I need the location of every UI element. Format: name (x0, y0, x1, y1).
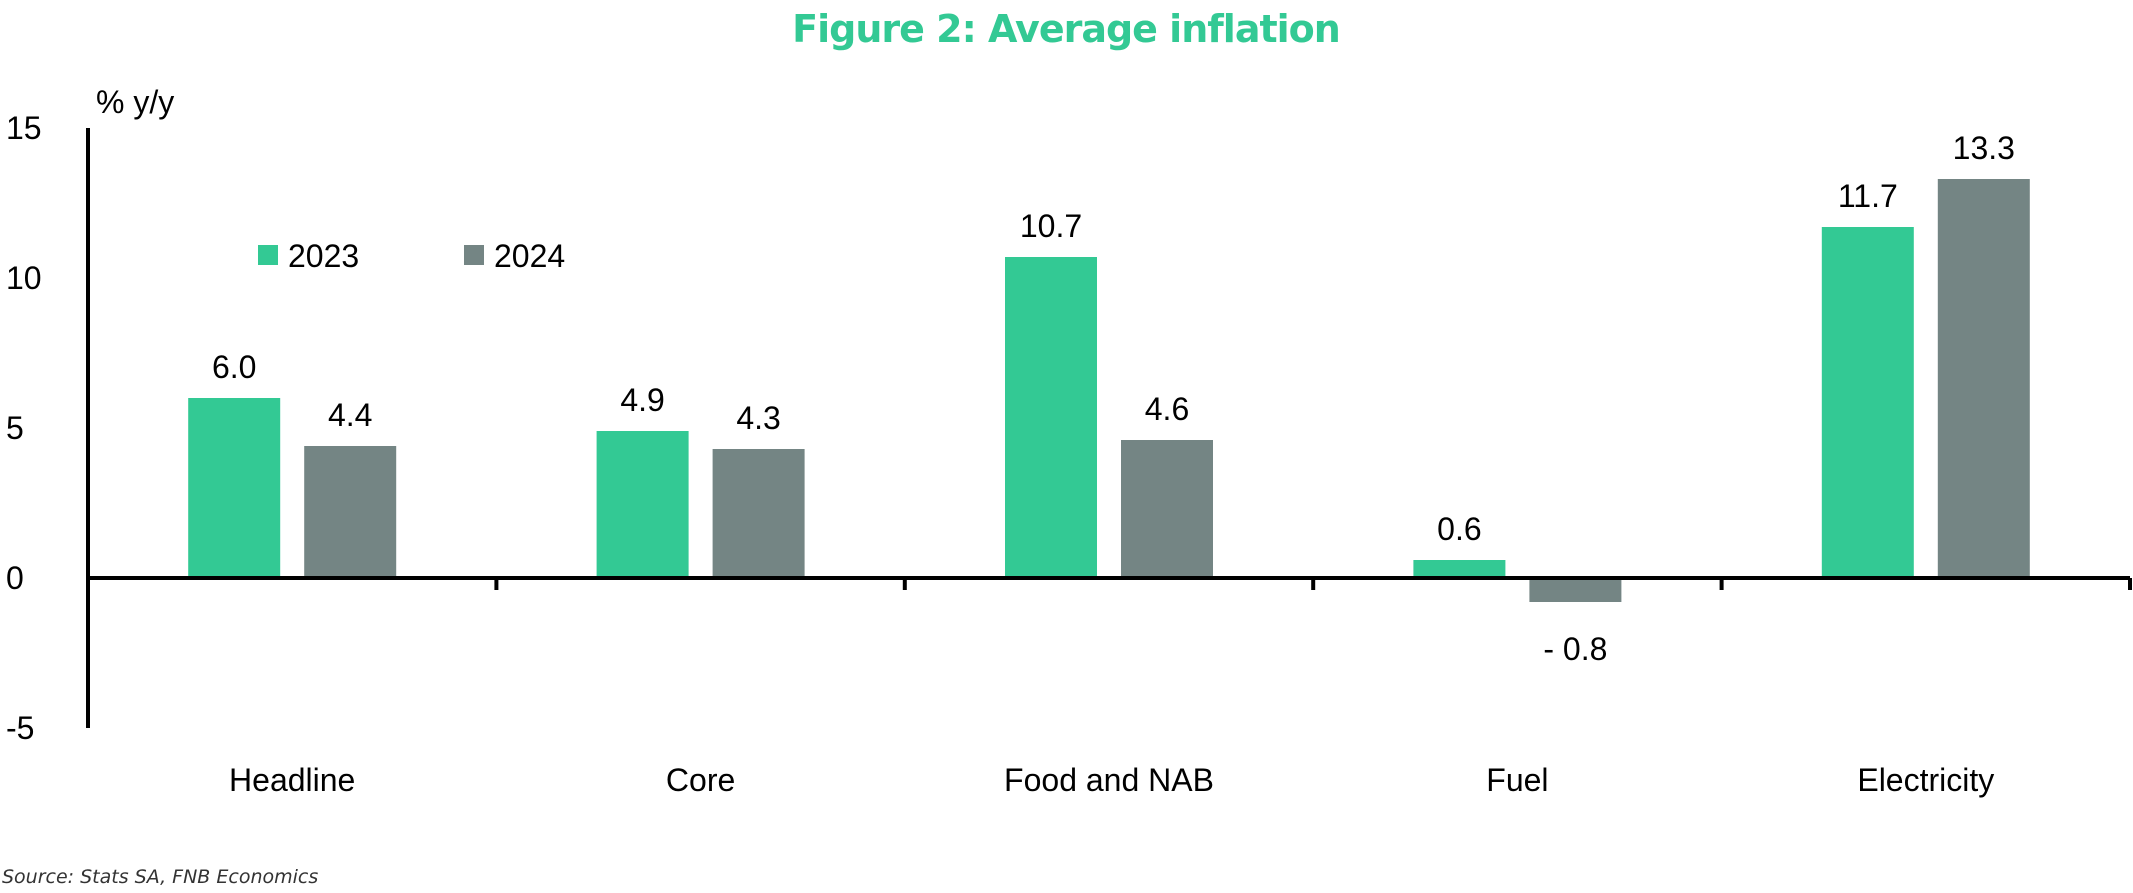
category-label: Electricity (1857, 762, 1994, 798)
bar-2023-electricity (1821, 227, 1914, 578)
y-tick-label: 5 (6, 410, 24, 446)
data-label: 11.7 (1838, 178, 1898, 214)
bar-2023-headline (188, 398, 281, 578)
data-label: 10.7 (1020, 208, 1082, 244)
y-tick-label: 10 (6, 260, 42, 296)
data-label: 4.4 (328, 397, 372, 433)
bar-2024-fuel (1529, 578, 1622, 602)
bar-2023-food-and-nab (1005, 257, 1097, 578)
bar-2023-core (596, 431, 689, 578)
data-label: 4.6 (1145, 391, 1189, 427)
source-note: Source: Stats SA, FNB Economics (2, 866, 318, 888)
data-label: 13.3 (1953, 130, 2015, 166)
bar-2024-food-and-nab (1121, 440, 1213, 578)
data-labels: 6.0 4.9 10.7 0.6 11.7 4.4 4.3 4.6 - 0.8 13.3 (212, 130, 2015, 667)
category-label: Headline (229, 762, 355, 798)
legend-label-2023: 2023 (288, 238, 359, 274)
data-label: - 0.8 (1543, 631, 1607, 667)
data-label: 4.9 (620, 382, 664, 418)
legend-label-2024: 2024 (494, 238, 565, 274)
bar-2024-headline (304, 446, 397, 578)
bar-2023-fuel (1413, 560, 1506, 578)
bar-2024-core (712, 449, 805, 578)
category-label: Food and NAB (1004, 762, 1214, 798)
legend: 2023 2024 (258, 238, 565, 274)
y-axis-ticks: 15 10 5 0 -5 (6, 110, 42, 746)
bar-2024-electricity (1937, 179, 2030, 578)
chart-title: Figure 2: Average inflation (792, 7, 1340, 51)
category-label: Core (666, 762, 735, 798)
legend-swatch-2024 (464, 245, 484, 265)
y-tick-label: -5 (6, 710, 34, 746)
legend-swatch-2023 (258, 245, 278, 265)
data-label: 4.3 (736, 400, 780, 436)
y-tick-label: 0 (6, 560, 24, 596)
category-labels: Headline Core Food and NAB Fuel Electricity (229, 762, 1994, 798)
data-label: 6.0 (212, 349, 256, 385)
category-label: Fuel (1486, 762, 1548, 798)
y-axis-label: % y/y (96, 84, 174, 120)
y-tick-label: 15 (6, 110, 42, 146)
axes (86, 128, 2132, 728)
data-label: 0.6 (1437, 511, 1481, 547)
bar-series (188, 179, 2030, 602)
